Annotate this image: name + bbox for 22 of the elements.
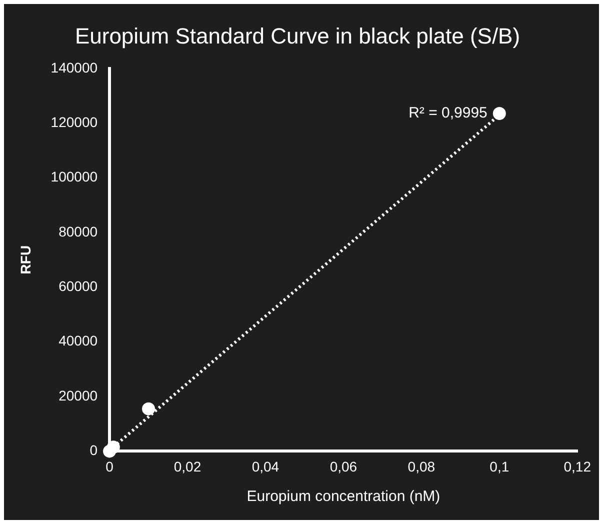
y-tick-label: 100000 <box>50 168 98 185</box>
x-tick-label: 0,02 <box>174 458 202 474</box>
x-tick-label: 0,06 <box>330 458 358 474</box>
x-tick-label: 0,12 <box>564 458 592 474</box>
y-axis-title: RFU <box>17 245 34 274</box>
x-axis-title: Europium concentration (nM) <box>246 488 440 506</box>
point <box>492 107 506 120</box>
point <box>142 402 156 416</box>
annotation: R² = 0,9995 <box>408 104 488 122</box>
point <box>106 440 120 454</box>
y-tick-label: 80000 <box>58 223 98 240</box>
x-tick-label: 0 <box>106 458 114 474</box>
y-tick-label: 0 <box>90 442 98 458</box>
x-tick-label: 0,1 <box>490 458 510 474</box>
y-tick-label: 140000 <box>50 59 98 76</box>
y-tick-label: 60000 <box>58 278 98 294</box>
chart-title: Europium Standard Curve in black plate (S/B) <box>74 23 520 48</box>
y-tick-label: 20000 <box>58 387 98 404</box>
y-tick-label: 40000 <box>58 332 98 349</box>
y-tick-label: 120000 <box>50 114 98 130</box>
x-tick-label: 0,04 <box>252 458 280 474</box>
x-tick-label: 0,08 <box>408 458 436 474</box>
